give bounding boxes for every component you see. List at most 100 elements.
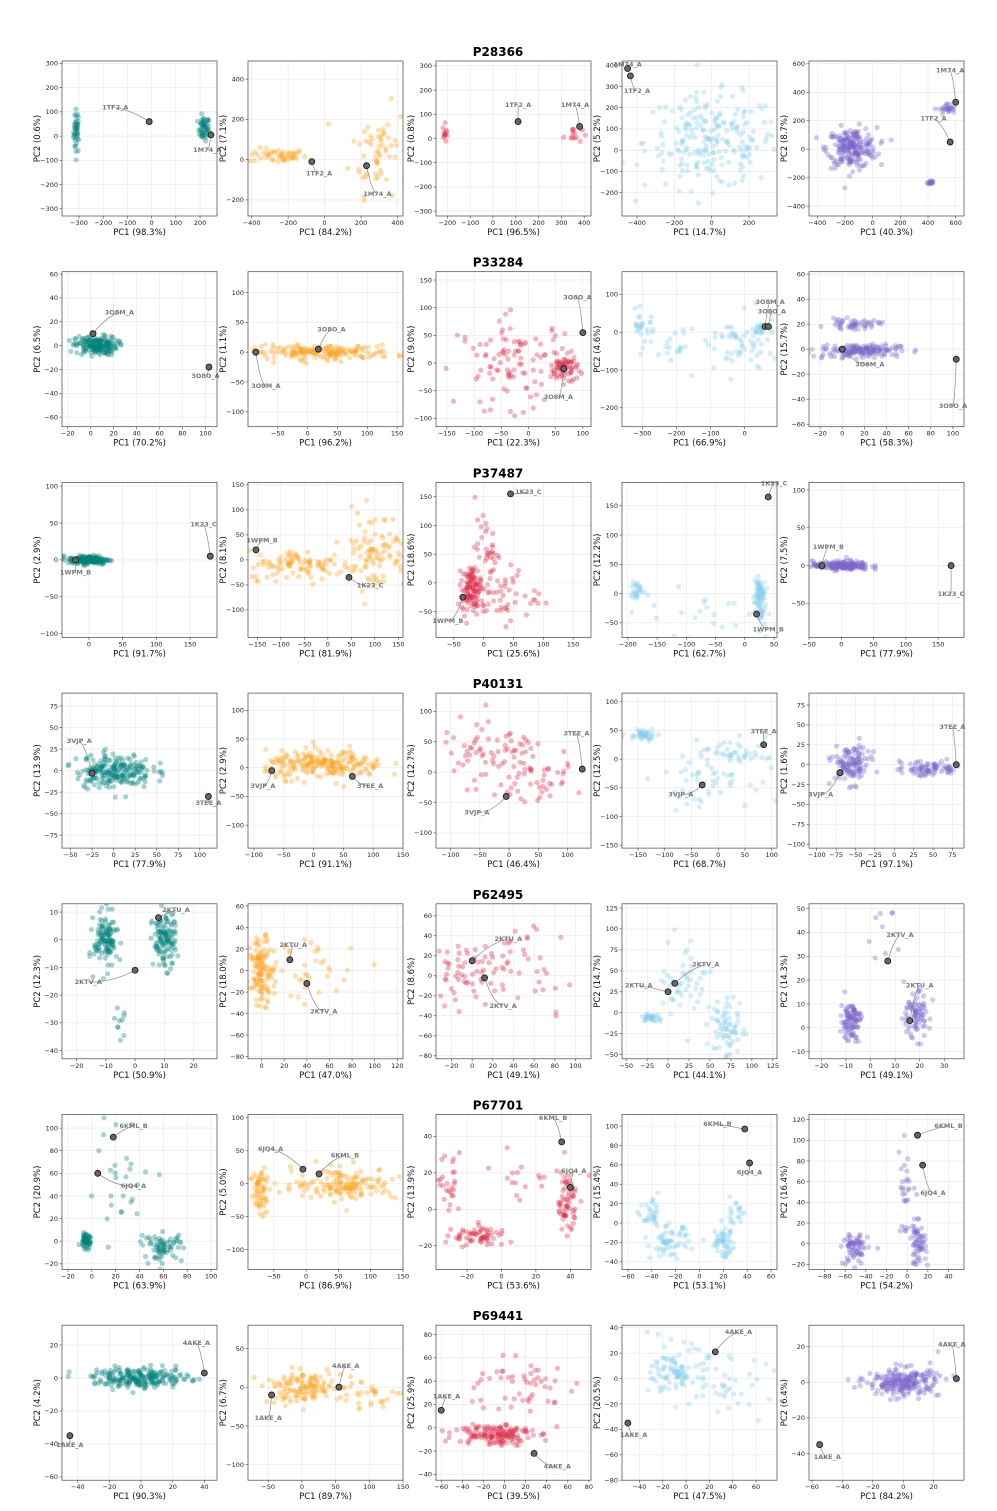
structure-marker [502, 793, 510, 800]
data-point [109, 919, 115, 925]
data-point [699, 116, 706, 122]
data-point [638, 331, 644, 337]
data-point [121, 762, 127, 768]
data-point [385, 135, 392, 141]
data-point [348, 945, 354, 951]
data-point [273, 755, 279, 761]
data-point [488, 337, 494, 343]
data-point [517, 759, 523, 765]
data-point [470, 588, 476, 594]
data-point [860, 149, 866, 155]
data-point [547, 780, 553, 787]
x-tick-label: 40 [132, 430, 140, 438]
data-point [512, 599, 518, 606]
data-point [865, 756, 871, 762]
data-point [755, 574, 761, 580]
data-point [970, 778, 975, 783]
data-point [677, 173, 683, 179]
x-tick-label: 50 [534, 851, 542, 859]
data-point [308, 754, 314, 761]
point-cloud [248, 497, 403, 607]
data-point [638, 733, 644, 739]
scatter-panel: −400 −200 0 200 400 600−400−20002004006001M74… [780, 60, 965, 238]
data-point [443, 739, 449, 745]
structure-marker [303, 980, 311, 987]
data-point [694, 62, 700, 68]
data-point [307, 557, 313, 563]
data-point [858, 145, 864, 151]
data-point [757, 327, 763, 333]
data-point [371, 764, 377, 770]
data-point [302, 557, 308, 563]
data-point [740, 114, 746, 120]
data-point [295, 343, 301, 349]
data-point [726, 333, 732, 339]
data-point [840, 354, 846, 360]
data-point [553, 375, 559, 381]
data-point [644, 731, 650, 738]
x-tick-label: 100 [170, 219, 182, 227]
data-point [850, 563, 857, 569]
y-tick-label: −40 [44, 1047, 58, 1055]
data-point [851, 745, 857, 752]
data-point [504, 367, 510, 373]
data-point [532, 379, 538, 385]
data-point [118, 755, 124, 761]
data-point [311, 343, 317, 349]
structure-label: 3O8M_A [855, 361, 884, 369]
data-point [854, 760, 860, 766]
data-point [505, 348, 511, 354]
data-point [464, 585, 470, 591]
data-point [340, 348, 346, 354]
data-point [158, 939, 164, 945]
data-point [107, 778, 113, 784]
data-point [296, 560, 303, 566]
data-point [81, 562, 87, 568]
data-point [307, 750, 313, 756]
x-tick-label: 25 [909, 851, 917, 859]
data-point [861, 566, 867, 572]
data-point [729, 126, 735, 132]
data-point [729, 331, 735, 337]
data-point [311, 351, 317, 357]
data-point [881, 352, 887, 358]
data-point [566, 371, 572, 377]
data-point [200, 116, 207, 122]
data-point [832, 142, 838, 148]
data-point [632, 583, 638, 589]
data-point [98, 939, 104, 945]
data-point [656, 1016, 662, 1022]
data-point [324, 349, 330, 355]
data-point [839, 355, 845, 361]
data-point [251, 158, 257, 164]
data-point [81, 345, 87, 351]
data-point [328, 758, 334, 764]
data-point [912, 766, 918, 772]
data-point [292, 343, 298, 350]
x-tick-label: 50 [552, 430, 560, 438]
data-point [834, 759, 840, 765]
data-point [364, 550, 370, 556]
data-point [306, 560, 312, 566]
data-point [472, 594, 479, 600]
data-point [206, 124, 212, 130]
data-point [841, 148, 848, 154]
data-point [72, 119, 78, 126]
data-point [103, 938, 109, 945]
data-point [102, 941, 108, 947]
data-point [849, 150, 855, 156]
data-point [638, 351, 644, 357]
data-point [289, 155, 295, 161]
data-point [850, 169, 856, 175]
data-point [361, 198, 367, 204]
data-point [841, 142, 847, 148]
data-point [355, 343, 361, 349]
x-tick-label: −150 [438, 430, 456, 438]
data-point [944, 766, 950, 772]
data-point [852, 761, 858, 767]
data-point [103, 947, 109, 953]
data-point [850, 139, 857, 146]
data-point [843, 560, 849, 567]
data-point [295, 554, 301, 560]
data-point [118, 342, 124, 348]
